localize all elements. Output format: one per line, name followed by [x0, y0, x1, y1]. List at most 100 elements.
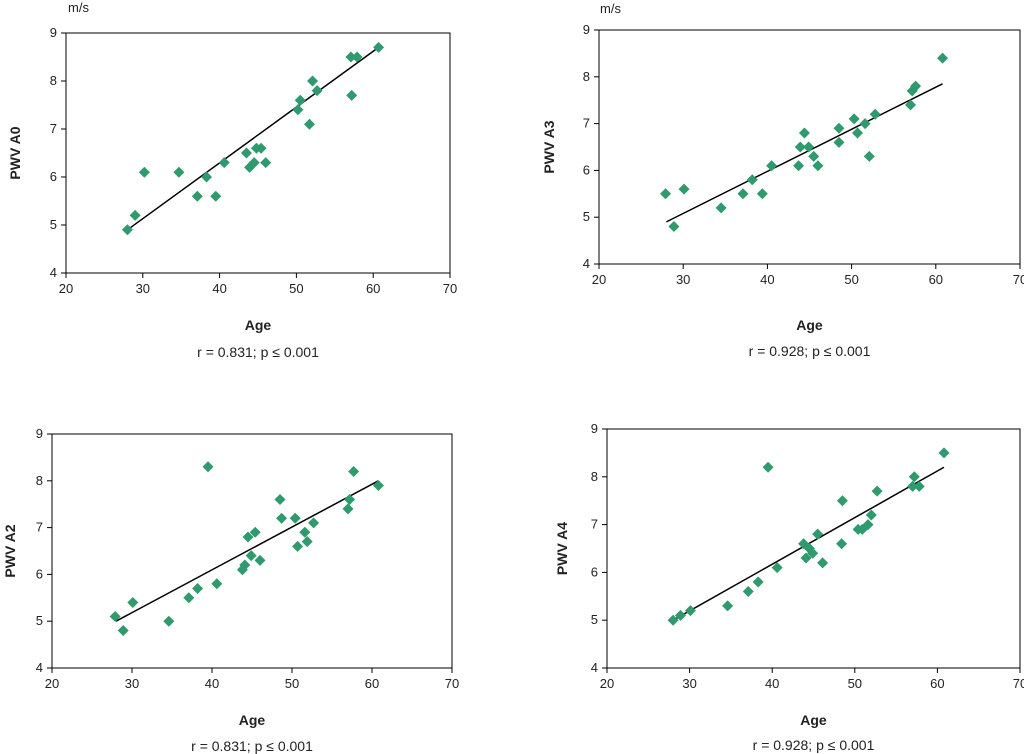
y-tick-label: 9: [36, 426, 43, 441]
x-tick-label: 50: [289, 281, 303, 296]
y-axis-label: PWV A4: [554, 522, 570, 575]
data-point: [249, 526, 261, 538]
data-point: [798, 127, 810, 139]
data-point: [862, 519, 874, 531]
y-tick-label: 8: [36, 473, 43, 488]
data-point: [274, 494, 286, 506]
data-point: [910, 80, 922, 92]
y-tick-label: 8: [591, 469, 598, 484]
data-point: [109, 611, 121, 623]
data-point: [192, 582, 204, 594]
x-tick-label: 30: [676, 272, 690, 287]
trend-line: [115, 480, 379, 622]
x-tick-label: 30: [682, 676, 696, 691]
trend-line: [126, 46, 380, 231]
data-point: [756, 188, 768, 200]
data-point: [793, 160, 805, 172]
data-point: [684, 605, 696, 617]
data-point: [342, 503, 354, 515]
data-point: [771, 562, 783, 574]
y-tick-label: 9: [583, 22, 590, 37]
x-tick-label: 40: [760, 272, 774, 287]
correlation-stat: r = 0.928; p ≤ 0.001: [753, 737, 875, 753]
data-point: [201, 171, 213, 183]
data-point: [913, 480, 925, 492]
data-point: [163, 615, 175, 627]
y-tick-label: 6: [36, 566, 43, 581]
data-point: [173, 166, 185, 178]
data-point: [344, 494, 356, 506]
x-tick-label: 50: [844, 272, 858, 287]
data-point: [667, 614, 679, 626]
data-point: [292, 104, 304, 116]
x-tick-label: 70: [1013, 676, 1024, 691]
x-axis-label: Age: [239, 712, 266, 728]
data-point: [303, 118, 315, 130]
data-point: [869, 108, 881, 120]
y-axis-label: PWV A3: [541, 120, 557, 173]
y-tick-label: 8: [583, 69, 590, 84]
x-tick-label: 70: [445, 676, 459, 691]
x-tick-label: 50: [848, 676, 862, 691]
data-point: [183, 592, 195, 604]
data-point: [255, 142, 267, 154]
trend-line: [666, 83, 943, 223]
data-point: [299, 526, 311, 538]
chart-panel-a3: 4 5 6 7 8 9 20 30 40 50 60 70 m/s PWV A3 Age r = 0.928;…: [530, 0, 1024, 380]
data-point: [907, 480, 919, 492]
chart-panel-a2: 4 5 6 7 8 9 20 30 40 50 60 70 PWV A2 Age r = 0.831; p …: [0, 400, 470, 754]
x-tick-label: 70: [1013, 272, 1024, 287]
data-point: [746, 174, 758, 186]
data-point: [191, 190, 203, 202]
data-point: [938, 447, 950, 459]
data-point: [236, 564, 248, 576]
data-point: [294, 94, 306, 106]
data-point: [660, 188, 672, 200]
correlation-stat: r = 0.831; p ≤ 0.001: [197, 344, 319, 360]
x-tick-label: 30: [125, 676, 139, 691]
chart-a4: 4 5 6 7 8 9 20 30 40 50 60 70 PWV A4 Age r = 0.928; p …: [554, 421, 1024, 753]
data-point: [766, 160, 778, 172]
data-point: [833, 136, 845, 148]
x-tick-label: 40: [212, 281, 226, 296]
y-tick-label: 9: [591, 421, 598, 436]
data-point: [242, 531, 254, 543]
y-tick-label: 4: [591, 660, 598, 675]
data-point: [301, 536, 313, 548]
plot-area-a0: [65, 32, 451, 274]
x-axis-label: Age: [800, 712, 827, 728]
data-point: [248, 157, 260, 169]
x-tick-label: 60: [930, 676, 944, 691]
data-point: [803, 141, 815, 153]
plot-area-a2: [51, 433, 453, 669]
data-point: [848, 113, 860, 125]
y-tick-label: 6: [583, 162, 590, 177]
plot-area-a3: [598, 29, 1021, 265]
data-point: [937, 52, 949, 64]
x-tick-label: 70: [443, 281, 457, 296]
y-axis-label: PWV A2: [2, 524, 18, 577]
y-tick-label: 4: [36, 660, 43, 675]
data-point: [307, 75, 319, 87]
data-point: [678, 183, 690, 195]
y-tick-label: 5: [50, 217, 57, 232]
data-point: [905, 99, 917, 111]
data-point: [373, 41, 385, 53]
chart-a3: 4 5 6 7 8 9 20 30 40 50 60 70 m/s PWV A3 Age r = 0.928;…: [541, 1, 1024, 359]
y-tick-label: 8: [50, 73, 57, 88]
data-point: [348, 465, 360, 477]
y-tick-label: 6: [591, 564, 598, 579]
x-axis-label: Age: [796, 317, 823, 333]
data-point: [794, 141, 806, 153]
correlation-stat: r = 0.831; p ≤ 0.001: [191, 738, 313, 754]
y-tick-label: 7: [591, 517, 598, 532]
x-tick-label: 30: [136, 281, 150, 296]
data-point: [138, 166, 150, 178]
chart-panel-a0: 4 5 6 7 8 9 20 30 40 50 60 70 m/s PWV A0 Age r = 0.831;…: [0, 0, 470, 380]
data-point: [752, 576, 764, 588]
data-point: [372, 479, 384, 491]
data-point: [908, 471, 920, 483]
y-tick-label: 4: [583, 256, 590, 271]
y-tick-label: 5: [591, 612, 598, 627]
y-unit-label: m/s: [68, 0, 89, 15]
